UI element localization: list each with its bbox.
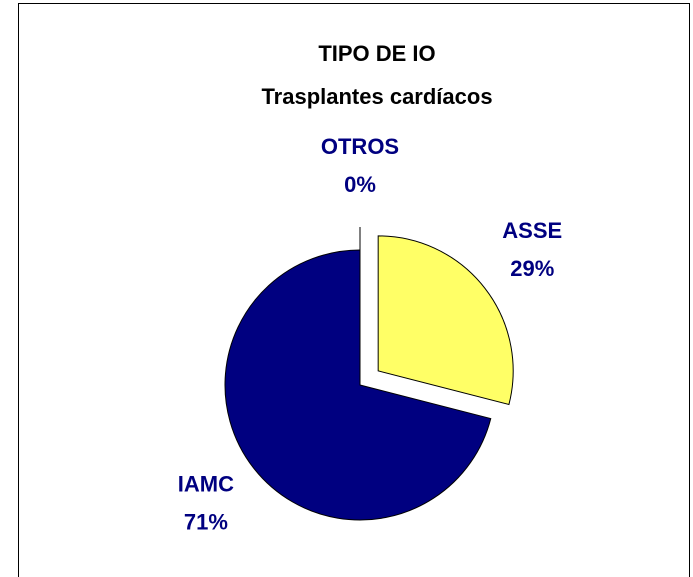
slice-label: IAMC [178,471,234,496]
slice-value-label: 71% [184,509,228,534]
chart-title: TIPO DE IO [318,41,435,66]
pie-slice [377,235,514,406]
slice-label: OTROS [321,134,399,159]
chart-subtitle: Trasplantes cardíacos [261,84,492,109]
slice-value-label: 0% [344,172,376,197]
slice-value-label: 29% [510,256,554,281]
pie-slice [224,249,492,521]
slice-label: ASSE [502,218,562,243]
